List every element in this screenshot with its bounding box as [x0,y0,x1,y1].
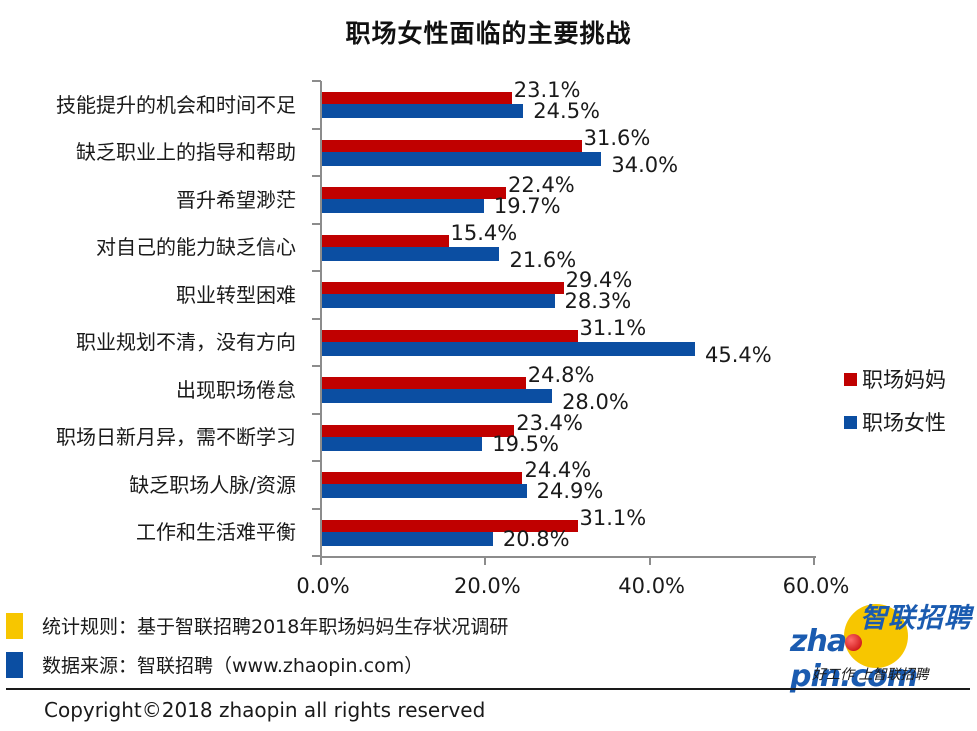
logo-chinese-text: 智联招聘 [860,603,972,634]
zhaopin-logo: 智联招聘 zhapin.com 好工作 上智联招聘 [782,596,972,694]
y-axis-tick [312,270,321,272]
logo-red-ball-icon [845,634,862,651]
x-axis-tick-label: 0.0% [296,574,350,598]
x-axis-tick-label: 40.0% [618,574,686,598]
bar-working-women [322,389,553,403]
x-axis-tick [320,557,322,565]
bar-working-mothers [322,187,507,199]
value-label-working-mothers: 31.1% [579,505,647,530]
bar-working-mothers [322,472,523,484]
bar-working-mothers [322,92,512,104]
legend-swatch-blue [844,415,857,429]
footnote-data-source: 数据来源：智联招聘（www.zhaopin.com） [6,651,423,678]
value-label-working-mothers: 23.4% [516,410,583,435]
x-axis-line [320,556,816,558]
footnote-swatch-blue [6,651,23,678]
legend-item-working-women: 职场女性 [844,407,946,437]
bar-working-women [322,294,555,308]
footnote-swatch-yellow [6,612,23,639]
footnote-stat-rule: 统计规则：基于智联招聘2018年职场妈妈生存状况调研 [6,612,508,639]
bar-working-women [322,104,524,118]
legend-swatch-red [844,372,857,386]
bar-working-mothers [322,234,449,247]
footer-divider [6,688,970,690]
legend-item-working-mothers: 职场妈妈 [844,364,946,394]
legend-label: 职场女性 [862,411,946,435]
bar-working-women [322,151,602,166]
x-axis-tick [484,557,487,565]
y-axis-tick [312,555,321,557]
legend-label: 职场妈妈 [862,368,946,392]
y-axis-tick [312,222,321,225]
bar-working-women [322,341,696,356]
y-axis-tick [312,80,321,82]
bar-working-women [322,199,484,213]
value-label-working-mothers: 15.4% [450,220,518,245]
category-label: 缺乏职业上的指导和帮助 [76,140,296,165]
value-label-working-mothers: 22.4% [508,173,575,197]
bar-working-women [322,531,493,546]
bar-working-women [322,484,527,498]
y-axis-tick [312,127,321,130]
category-label: 工作和生活难平衡 [136,520,296,545]
x-axis-tick [813,557,815,565]
category-label: 缺乏职场人脉/资源 [129,472,296,497]
value-label-working-mothers: 24.4% [524,458,592,482]
bar-working-women [322,246,500,261]
x-axis-tick [648,557,651,565]
footnote-text: 统计规则：基于智联招聘2018年职场妈妈生存状况调研 [42,616,509,638]
value-label-working-women: 45.4% [705,342,772,367]
y-axis-tick [312,365,321,367]
category-label: 晋升希望渺茫 [176,187,296,212]
x-axis-tick-label: 60.0% [782,574,850,598]
value-label-working-women: 28.0% [562,390,629,414]
y-axis-tick [312,460,321,462]
y-axis-tick [312,412,321,415]
bar-chart-plot: 0.0% 20.0% 40.0% 60.0% 技能提升的机会和时间不足 23.1% 24.5… [56,78,850,598]
x-axis-tick-label: 20.0% [453,574,521,598]
category-label: 对自己的能力缺乏信心 [96,235,296,260]
value-label-working-women: 19.5% [492,431,559,456]
value-label-working-women: 28.3% [564,289,632,313]
bar-working-mothers [322,377,526,389]
y-axis-tick [312,507,321,510]
footnote-text: 数据来源：智联招聘（www.zhaopin.com） [42,655,424,677]
bar-working-women [322,436,483,451]
value-label-working-women: 24.9% [536,479,604,503]
y-axis-tick [312,317,321,320]
value-label-working-women: 24.5% [533,99,601,123]
bar-working-mothers [322,282,564,294]
chart-legend: 职场妈妈 职场女性 [844,364,946,450]
category-label: 职业转型困难 [176,282,296,307]
category-label: 职业规划不清，没有方向 [76,330,296,355]
value-label-working-mothers: 23.1% [513,78,581,102]
copyright-text: Copyright©2018 zhaopin all rights reserv… [44,698,486,722]
bar-working-mothers [322,139,582,152]
chart-title: 职场女性面临的主要挑战 [345,19,632,48]
bar-working-mothers [322,424,515,437]
value-label-working-mothers: 29.4% [565,268,633,292]
y-axis-tick [312,175,321,177]
value-label-working-mothers: 31.6% [583,125,651,150]
logo-en-left: zha [790,624,847,659]
bar-working-mothers [322,329,578,342]
category-label: 技能提升的机会和时间不足 [56,92,296,117]
value-label-working-mothers: 24.8% [527,363,595,387]
logo-slogan: 好工作 上智联招聘 [812,667,929,683]
y-axis-line [320,81,322,557]
bar-working-mothers [322,519,578,532]
value-label-working-women: 20.8% [502,526,570,551]
value-label-working-women: 34.0% [611,152,679,177]
category-label: 职场日新月异，需不断学习 [56,425,296,450]
value-label-working-women: 21.6% [509,247,577,272]
value-label-working-mothers: 31.1% [579,315,647,340]
category-label: 出现职场倦怠 [176,377,296,402]
value-label-working-women: 19.7% [493,194,561,218]
